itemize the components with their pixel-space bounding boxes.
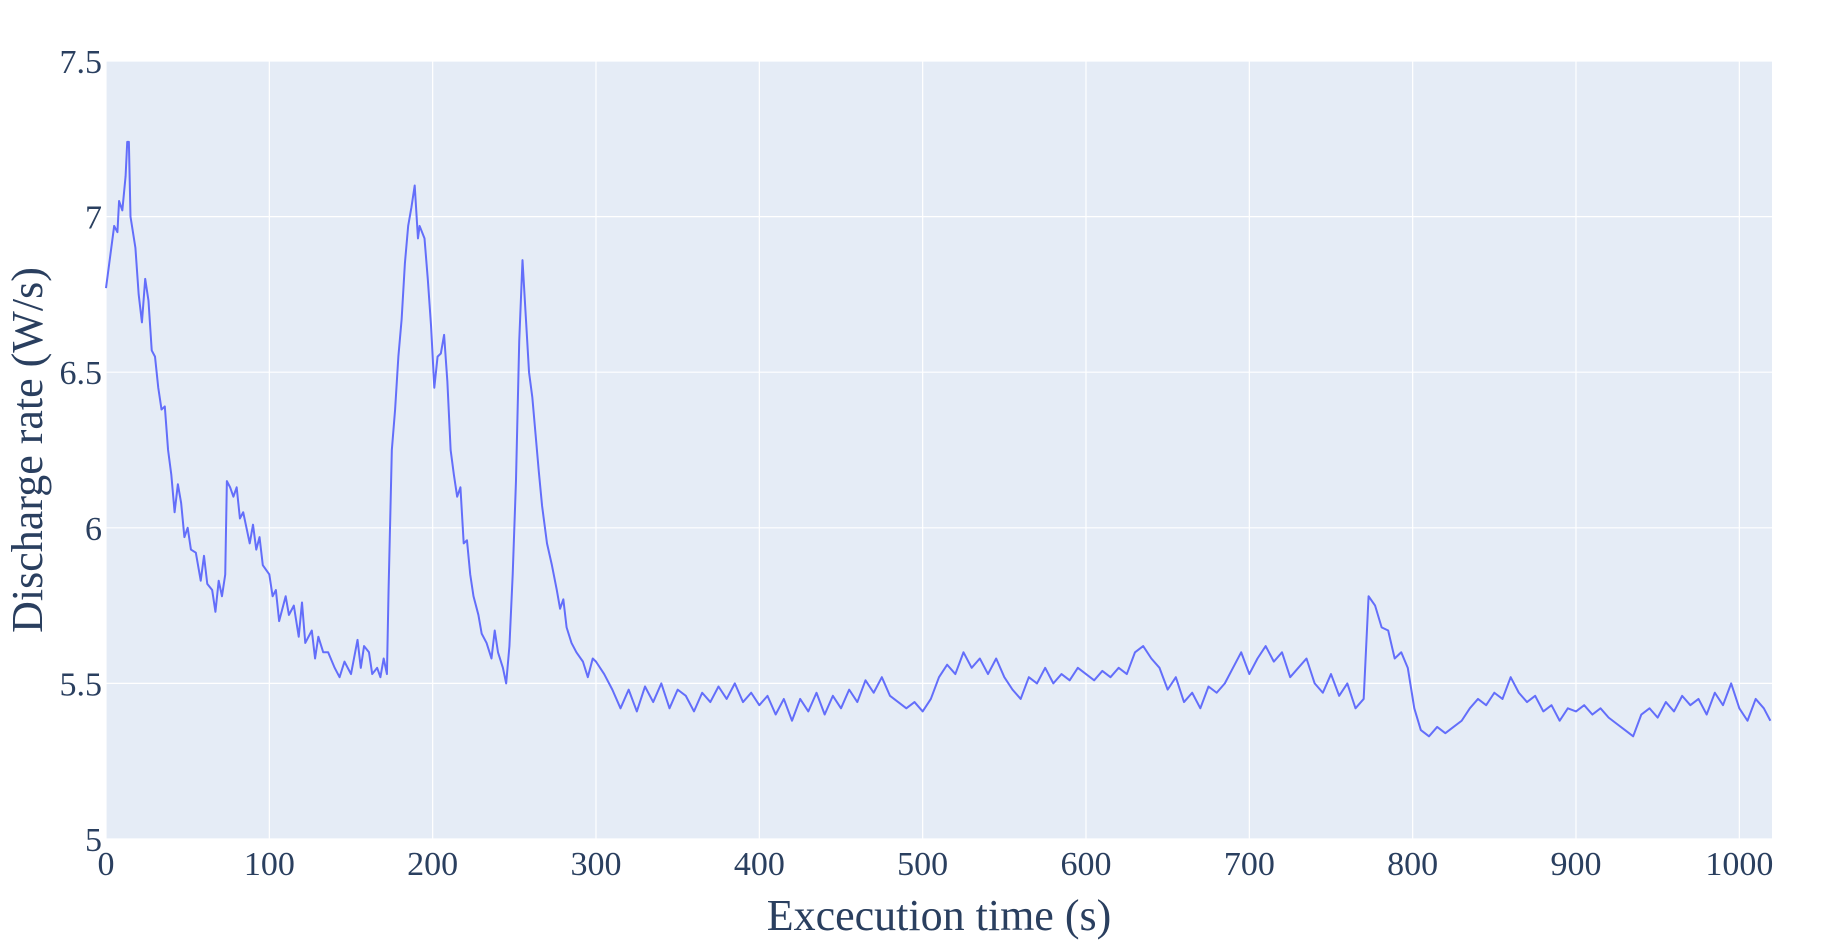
y-tick-label: 5 (85, 822, 102, 859)
y-tick-label: 5.5 (60, 666, 103, 703)
y-tick-label: 6.5 (60, 355, 103, 392)
x-tick-label: 400 (734, 846, 785, 883)
x-tick-label: 900 (1551, 846, 1602, 883)
data-line (105, 140, 1772, 738)
y-tick-label: 7 (85, 200, 102, 237)
x-tick-label: 200 (407, 846, 458, 883)
y-tick-label: 6 (85, 511, 102, 548)
y-tick-label: 7.5 (60, 44, 103, 81)
y-axis-title: Discharge rate (W/s) (3, 267, 52, 633)
x-tick-label: 800 (1387, 846, 1438, 883)
x-tick-label: 600 (1061, 846, 1112, 883)
x-tick-label: 0 (98, 846, 115, 883)
x-axis-title: Excecution time (s) (767, 891, 1112, 940)
plot-area (106, 61, 1772, 839)
x-tick-label: 100 (244, 846, 295, 883)
x-tick-label: 500 (897, 846, 948, 883)
x-tick-label: 1000 (1705, 846, 1773, 883)
x-tick-label: 700 (1224, 846, 1275, 883)
x-tick-label: 300 (571, 846, 622, 883)
